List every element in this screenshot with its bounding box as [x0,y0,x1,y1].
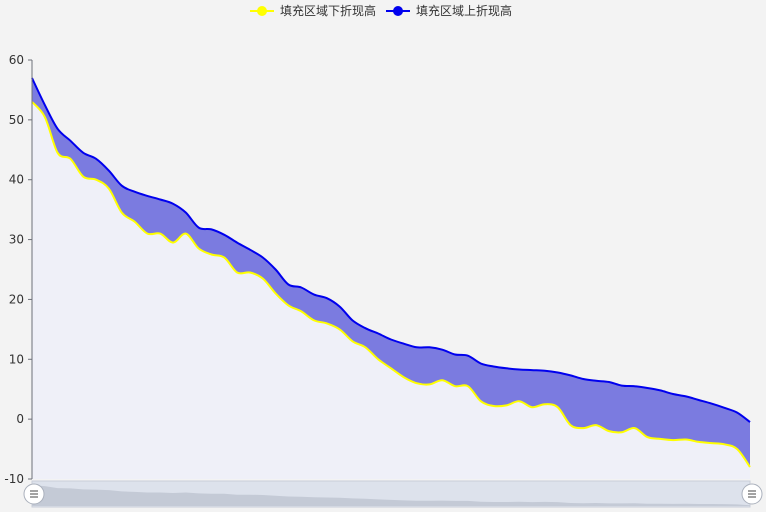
legend-label-lower: 填充区域下折现高 [280,3,376,18]
series-line-upper [31,77,751,423]
legend-item-upper[interactable]: 填充区域上折现高 [386,3,512,18]
legend-item-lower[interactable]: 填充区域下折现高 [250,3,376,18]
y-tick-label: 60 [9,53,24,67]
legend: 填充区域下折现高 填充区域上折现高 [250,3,512,18]
series-line-lower [31,101,751,468]
y-tick-label: 0 [16,412,24,426]
legend-marker-upper [393,6,403,16]
data-zoom-handle-right[interactable] [741,483,763,505]
y-tick-label: -10 [4,472,24,486]
data-zoom-handle-left[interactable] [23,483,45,505]
y-tick-label: 10 [9,352,24,366]
legend-marker-lower [257,6,267,16]
data-zoom-preview [32,485,750,506]
y-tick-label: 50 [9,113,24,127]
data-zoom-slider[interactable] [23,480,763,508]
y-tick-label: 30 [9,233,24,247]
y-tick-label: 40 [9,173,24,187]
lower-area-fill [32,101,750,480]
legend-label-upper: 填充区域上折现高 [416,3,512,18]
band-area-fill [32,78,750,467]
y-tick-label: 20 [9,292,24,306]
y-axis-ticks: -10 0 10 20 30 40 50 60 [4,53,32,486]
